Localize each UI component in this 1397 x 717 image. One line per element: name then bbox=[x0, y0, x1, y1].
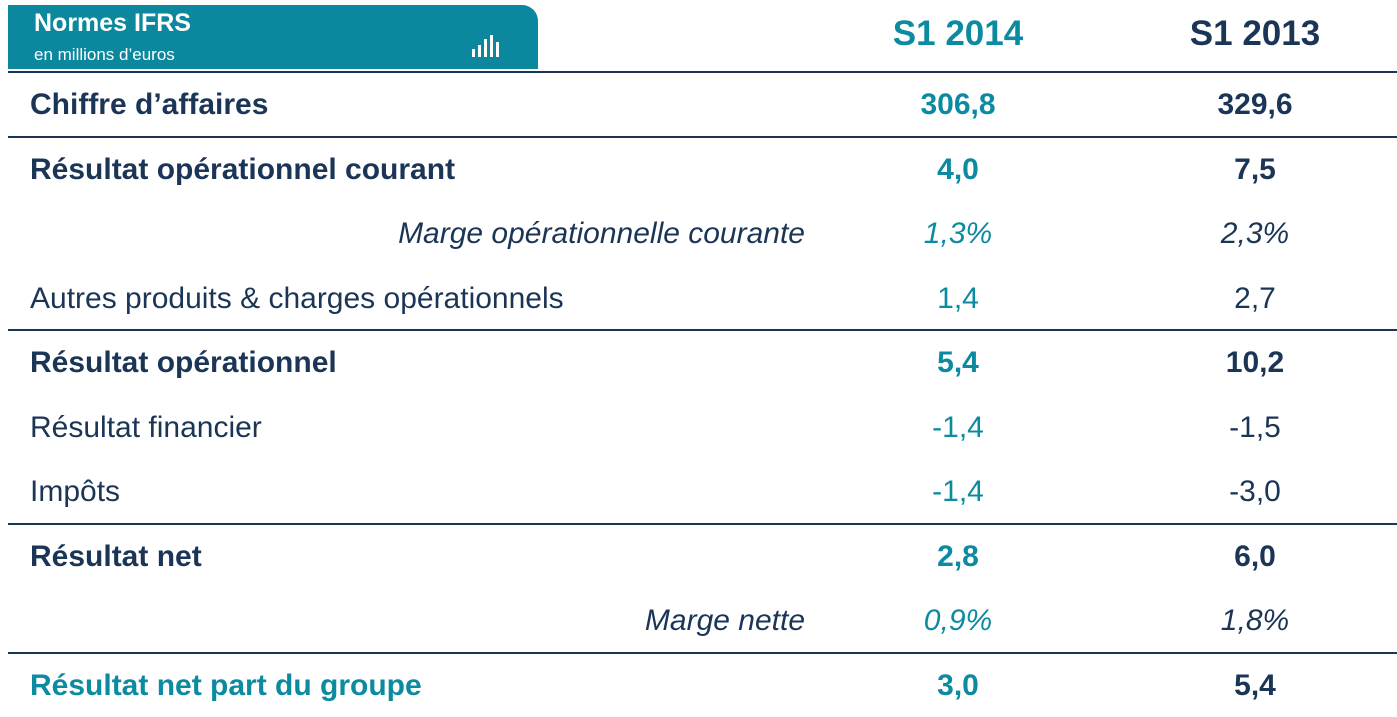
row-label: Résultat opérationnel bbox=[30, 346, 337, 379]
header-title: Normes IFRS bbox=[34, 9, 191, 37]
cell-value: 7,5 bbox=[1234, 152, 1276, 186]
cell-value: 10,2 bbox=[1225, 346, 1285, 379]
separator bbox=[8, 135, 1397, 138]
cell-value: 1,8% bbox=[1220, 604, 1290, 637]
separator bbox=[8, 71, 1397, 73]
row-label: Marge nette bbox=[644, 604, 805, 637]
cell-value: 1,3% bbox=[923, 217, 993, 250]
table-row: Résultat opérationnel courant 4,0 7,5 bbox=[0, 137, 1397, 201]
cell-value: 2,3% bbox=[1220, 217, 1290, 250]
cell-value: -1,5 bbox=[1229, 410, 1281, 444]
row-label: Résultat financier bbox=[30, 410, 262, 444]
table-row: Marge opérationnelle courante 1,3% 2,3% bbox=[0, 201, 1397, 265]
table-row: Résultat net 2,8 6,0 bbox=[0, 524, 1397, 588]
cell-value: 4,0 bbox=[937, 152, 979, 186]
cell-value: -1,4 bbox=[932, 410, 984, 444]
cell-value: 5,4 bbox=[937, 346, 979, 379]
header-subtitle: en millions d’euros bbox=[34, 45, 175, 64]
separator bbox=[8, 651, 1397, 654]
table-row: Résultat opérationnel 5,4 10,2 bbox=[0, 330, 1397, 394]
row-label: Résultat net bbox=[30, 539, 202, 573]
cell-value: -1,4 bbox=[932, 475, 984, 508]
column-header: S1 2014 bbox=[892, 14, 1024, 53]
row-label: Autres produits & charges opérationnels bbox=[30, 281, 564, 315]
page: Normes IFRS en millions d’euros S1 2014 … bbox=[0, 5, 1397, 702]
table-row: Marge nette 0,9% 1,8% bbox=[0, 588, 1397, 652]
row-label: Impôts bbox=[30, 475, 121, 508]
cell-value: 2,8 bbox=[937, 539, 979, 573]
column-header: S1 2013 bbox=[1189, 14, 1321, 53]
separator bbox=[8, 329, 1397, 331]
cell-value: 306,8 bbox=[920, 88, 996, 121]
cell-value: -3,0 bbox=[1229, 475, 1281, 508]
row-label: Marge opérationnelle courante bbox=[398, 217, 805, 250]
table-row: Chiffre d’affaires 306,8 329,6 bbox=[0, 72, 1397, 136]
separator bbox=[8, 522, 1397, 525]
row-label: Résultat net part du groupe bbox=[30, 668, 422, 702]
table-row: Résultat net part du groupe 3,0 5,4 bbox=[0, 653, 1397, 717]
header-box: Normes IFRS en millions d’euros bbox=[8, 5, 538, 69]
cell-value: 2,7 bbox=[1234, 281, 1276, 315]
row-label: Chiffre d’affaires bbox=[30, 88, 269, 121]
chart-icon bbox=[472, 35, 499, 57]
table-row: Résultat financier -1,4 -1,5 bbox=[0, 395, 1397, 459]
row-label: Résultat opérationnel courant bbox=[30, 152, 456, 186]
table-row: Autres produits & charges opérationnels 1… bbox=[0, 266, 1397, 330]
cell-value: 6,0 bbox=[1234, 539, 1276, 573]
cell-value: 1,4 bbox=[937, 281, 979, 315]
cell-value: 3,0 bbox=[937, 668, 979, 702]
table-row: Impôts -1,4 -3,0 bbox=[0, 459, 1397, 523]
cell-value: 5,4 bbox=[1234, 668, 1276, 702]
cell-value: 329,6 bbox=[1217, 88, 1293, 121]
cell-value: 0,9% bbox=[923, 604, 993, 637]
